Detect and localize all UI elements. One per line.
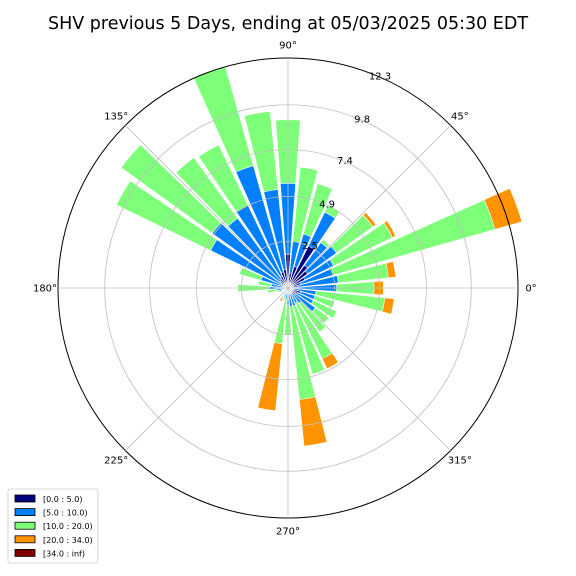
angle-tick-label: 90°: [279, 41, 297, 52]
chart-title: SHV previous 5 Days, ending at 05/03/202…: [48, 14, 528, 34]
angular-gridline: [287, 287, 451, 451]
wind-bar-segment: [287, 272, 293, 289]
legend-swatch: [14, 535, 36, 544]
radial-tick-label: 7.4: [337, 156, 353, 167]
legend-frame: [7, 488, 99, 564]
wind-bar-segment: [287, 287, 301, 294]
radial-tick-label: 4.9: [319, 199, 335, 210]
wind-bar-segment: [287, 287, 317, 296]
legend-swatch: [14, 494, 36, 503]
wind-bar-segment: [287, 275, 339, 289]
legend-swatch: [14, 521, 36, 530]
angle-tick-label: 270°: [276, 527, 300, 538]
wind-bar-segment: [235, 165, 289, 289]
angle-tick-label: 315°: [448, 455, 472, 466]
angle-tick-label: 180°: [33, 284, 57, 295]
radial-tick-label: 2.5: [302, 241, 318, 252]
wind-bar-segment: [287, 277, 306, 289]
wind-bar-segment: [287, 266, 298, 289]
radial-tick-label: 9.8: [354, 115, 370, 126]
angle-tick-label: 135°: [104, 112, 128, 123]
plot-area: 2.5 4.9 7.4 9.8 12.3 0° 45° 90° 135° 180° 225° 270°…: [33, 41, 537, 538]
angular-gridline: [287, 125, 451, 289]
angular-gridline: [125, 125, 289, 289]
legend-swatch: [14, 508, 36, 517]
angle-tick-label: 0°: [525, 284, 536, 295]
wind-bar-segment: [270, 283, 289, 289]
legend-entry-label: [5.0 : 10.0): [43, 509, 88, 518]
legend-entry-label: [0.0 : 5.0): [43, 495, 82, 504]
legend-entry-label: [10.0 : 20.0): [43, 522, 93, 531]
legend-entry-label: [34.0 : inf): [43, 549, 85, 558]
radial-tick-label: 12.3: [369, 72, 391, 83]
wind-bar-segment: [287, 199, 496, 289]
wind-bar-segment: [273, 287, 289, 345]
wind-bar-segment: [260, 276, 289, 289]
legend-entry-label: [20.0 : 34.0): [43, 536, 93, 545]
wind-bar-segment: [227, 217, 289, 289]
legend-swatch: [14, 549, 36, 557]
legend: [0.0 : 5.0) [5.0 : 10.0) [10.0 : 20.0) [20.…: [7, 488, 99, 564]
wind-bar-segment: [287, 287, 299, 295]
wind-bar-segment: [263, 189, 289, 289]
wind-bar-segment: [287, 287, 316, 400]
angle-tick-label: 45°: [451, 112, 469, 123]
wind-bar-segment: [210, 239, 289, 289]
wind-bar-segment: [211, 222, 289, 289]
angular-gridline: [125, 287, 289, 451]
angle-tick-label: 225°: [104, 455, 128, 466]
wind-bar-segment: [287, 287, 333, 360]
